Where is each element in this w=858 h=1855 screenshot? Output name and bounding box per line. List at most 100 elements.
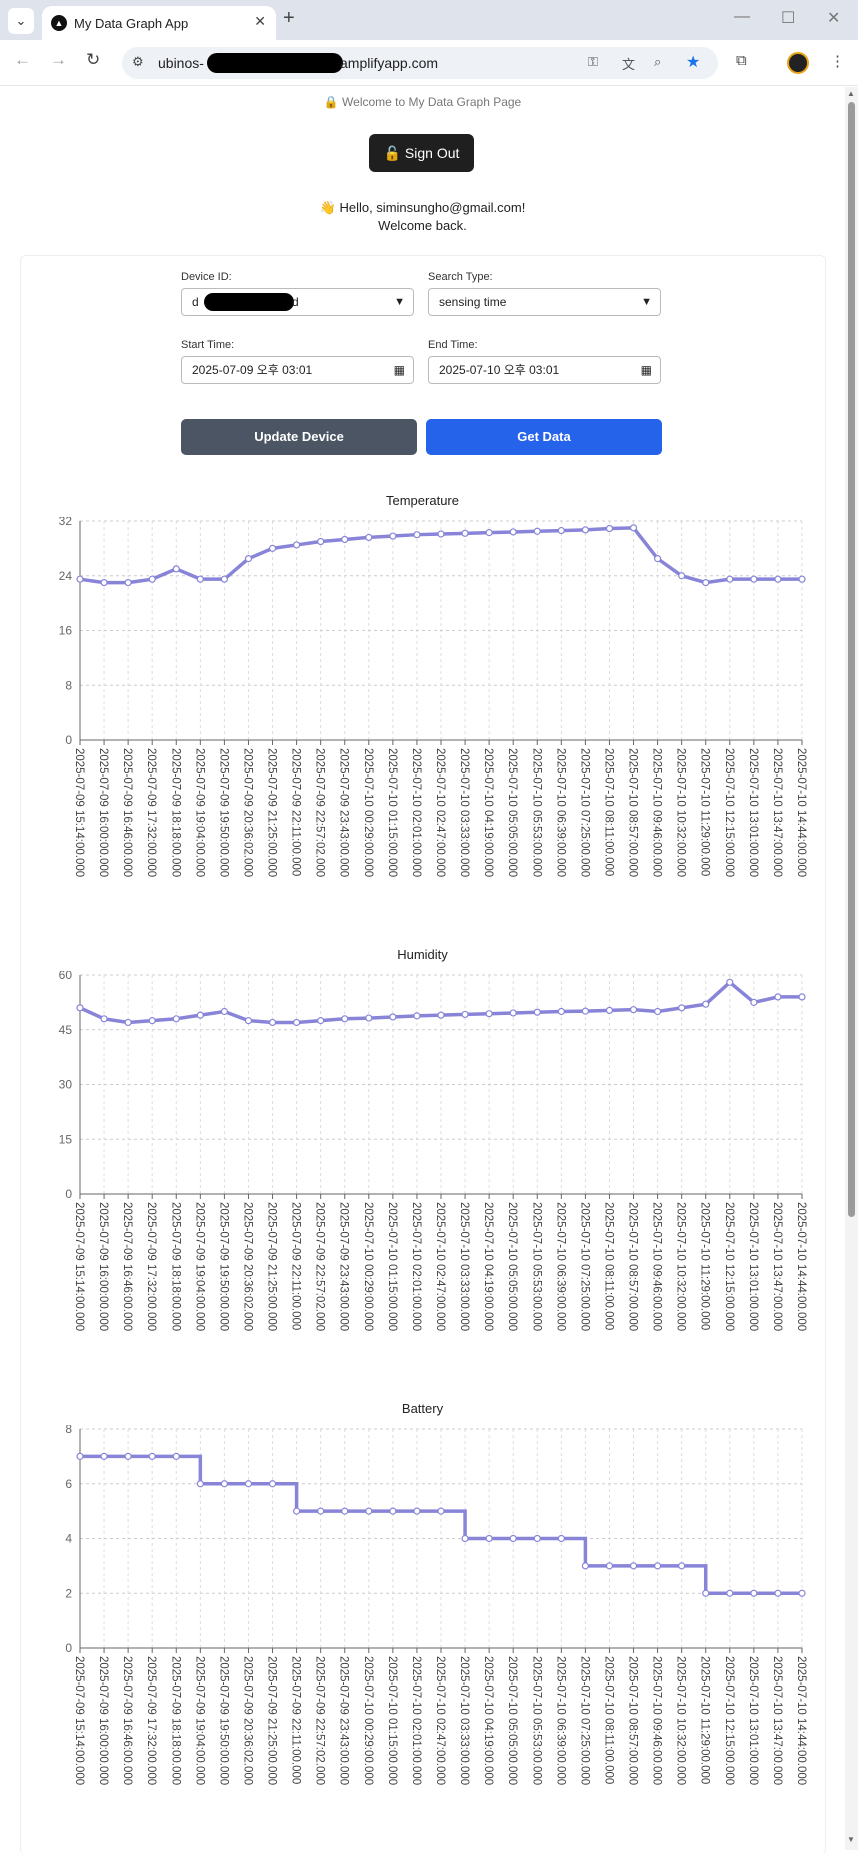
battery-y-tick-label: 2	[65, 1586, 72, 1600]
temperature-data-point	[750, 575, 758, 583]
battery-data-point	[389, 1507, 397, 1515]
temperature-x-tick-label: 2025-07-10 06:39:00.000	[554, 748, 566, 877]
temperature-x-tick-label: 2025-07-09 21:25:00.000	[266, 748, 278, 877]
forward-icon[interactable]: →	[50, 50, 67, 69]
humidity-data-point	[172, 1015, 180, 1023]
battery-x-tick-label: 2025-07-10 10:32:00.000	[675, 1656, 687, 1785]
hello-text: 👋 Hello, siminsungho@gmail.com!	[319, 200, 526, 215]
avatar[interactable]	[787, 52, 809, 74]
minimize-icon[interactable]: —	[734, 8, 750, 25]
chevron-down-icon: ▼	[394, 296, 405, 308]
close-icon[interactable]: ✕	[254, 13, 266, 29]
search-type-select[interactable]: sensing time ▼	[428, 288, 661, 316]
temperature-chart: 0 8 16 24 32 2025-07-09 15:14:00.000 2025-07-0…	[59, 517, 807, 877]
temperature-data-point	[653, 555, 662, 563]
temperature-x-tick-label: 2025-07-10 13:47:00.000	[771, 748, 783, 877]
temperature-x-tick-label: 2025-07-10 05:53:00.000	[530, 748, 542, 877]
scroll-down-icon[interactable]: ▼	[847, 1835, 855, 1844]
reload-icon[interactable]: ↻	[86, 50, 101, 69]
temperature-data-point	[774, 575, 782, 583]
battery-data-point	[317, 1507, 325, 1515]
humidity-data-point	[100, 1015, 108, 1023]
battery-data-point	[509, 1534, 517, 1543]
temperature-data-point	[581, 526, 590, 534]
device-id-select[interactable]: d d ▼	[181, 288, 414, 316]
humidity-x-tick-label: 2025-07-10 01:15:00.000	[386, 1202, 398, 1331]
humidity-data-point	[702, 1000, 710, 1008]
temperature-x-tick-label: 2025-07-09 22:57:02.000	[314, 748, 326, 877]
battery-x-tick-label: 2025-07-10 14:44:00.000	[795, 1656, 807, 1785]
battery-x-tick-label: 2025-07-09 15:14:00.000	[73, 1656, 85, 1785]
translate-icon[interactable]: 文	[622, 57, 636, 72]
temperature-y-tick-label: 32	[59, 517, 73, 528]
battery-series-line	[80, 1454, 802, 1595]
device-id-redaction	[204, 293, 294, 311]
humidity-data-point	[605, 1006, 614, 1015]
humidity-data-point	[798, 993, 806, 1001]
back-icon[interactable]: ←	[14, 50, 31, 69]
battery-data-point	[124, 1452, 132, 1460]
sign-out-button[interactable]: 🔓 Sign Out	[369, 134, 474, 172]
temperature-data-point	[509, 528, 517, 536]
humidity-data-point	[750, 998, 758, 1006]
browser-tab[interactable]: ▲ My Data Graph App ✕	[42, 6, 276, 40]
humidity-x-tick-label: 2025-07-09 22:57:02.000	[314, 1202, 326, 1331]
end-time-input[interactable]: 2025-07-10 오후 03:01 ▦	[428, 356, 661, 384]
temperature-data-point	[148, 575, 156, 583]
scrollbar[interactable]: ▲ ▼	[845, 87, 858, 1850]
extensions-icon[interactable]: ⧉	[736, 52, 747, 69]
scrollbar-thumb[interactable]	[848, 102, 855, 1217]
temperature-x-tick-label: 2025-07-10 10:32:00.000	[675, 748, 687, 877]
search-type-value: sensing time	[439, 295, 507, 309]
scroll-up-icon[interactable]: ▲	[847, 89, 855, 98]
temperature-x-tick-label: 2025-07-09 16:00:00.000	[97, 748, 109, 877]
update-device-button[interactable]: Update Device	[181, 419, 417, 455]
humidity-data-point	[653, 1007, 662, 1016]
temperature-data-point	[485, 529, 493, 537]
get-data-button[interactable]: Get Data	[426, 419, 662, 455]
start-time-input[interactable]: 2025-07-09 오후 03:01 ▦	[181, 356, 414, 384]
site-info-icon[interactable]: ⚙	[132, 54, 144, 69]
battery-x-tick-label: 2025-07-10 01:15:00.000	[386, 1656, 398, 1785]
humidity-x-tick-label: 2025-07-10 13:01:00.000	[747, 1202, 759, 1331]
battery-data-point	[533, 1534, 541, 1543]
temperature-x-tick-label: 2025-07-10 03:33:00.000	[458, 748, 470, 877]
temperature-data-point	[413, 531, 421, 539]
battery-data-point	[148, 1452, 156, 1460]
zoom-icon[interactable]: ⌕	[654, 54, 662, 69]
new-tab-icon[interactable]: +	[283, 7, 295, 29]
address-bar[interactable]: ⚙ ubinos- amplifyapp.com ⚿ 文 ⌕ ★	[122, 47, 718, 79]
temperature-y-tick-label: 16	[59, 624, 73, 638]
humidity-x-tick-label: 2025-07-10 05:53:00.000	[530, 1202, 542, 1331]
temperature-data-point	[172, 565, 180, 573]
bookmark-star-icon[interactable]: ★	[686, 54, 701, 71]
temperature-y-tick-label: 8	[65, 678, 72, 692]
temperature-x-tick-label: 2025-07-10 08:57:00.000	[627, 748, 639, 877]
battery-y-tick-label: 8	[65, 1425, 72, 1436]
tab-list-button[interactable]: ⌄	[8, 8, 34, 34]
browser-toolbar: ← → ↻ ⚙ ubinos- amplifyapp.com ⚿ 文 ⌕ ★ ⧉…	[0, 40, 858, 86]
device-id-suffix: d	[292, 295, 299, 309]
battery-data-point	[605, 1562, 614, 1570]
humidity-x-tick-label: 2025-07-09 17:32:00.000	[145, 1202, 157, 1331]
temperature-data-point	[557, 526, 565, 535]
humidity-data-point	[461, 1010, 469, 1019]
battery-x-tick-label: 2025-07-10 00:29:00.000	[362, 1656, 374, 1785]
menu-icon[interactable]: ⋮	[830, 53, 845, 70]
window-close-icon[interactable]: ✕	[827, 10, 841, 27]
temperature-data-point	[798, 575, 806, 583]
humidity-x-tick-label: 2025-07-10 02:01:00.000	[410, 1202, 422, 1331]
battery-x-tick-label: 2025-07-10 02:47:00.000	[434, 1656, 446, 1785]
humidity-data-point	[557, 1007, 565, 1016]
key-icon[interactable]: ⚿	[588, 54, 598, 69]
temperature-x-tick-label: 2025-07-09 20:36:02.000	[241, 748, 253, 877]
calendar-icon[interactable]: ▦	[640, 363, 652, 377]
humidity-data-point	[341, 1015, 349, 1023]
battery-x-tick-label: 2025-07-09 22:57:02.000	[314, 1656, 326, 1785]
temperature-x-tick-label: 2025-07-09 23:43:00.000	[338, 748, 350, 877]
temperature-chart-title: Temperature	[386, 493, 459, 508]
battery-x-tick-label: 2025-07-09 16:00:00.000	[97, 1656, 109, 1785]
calendar-icon[interactable]: ▦	[393, 363, 405, 377]
maximize-icon[interactable]: ☐	[781, 10, 796, 27]
temperature-data-point	[196, 575, 204, 583]
